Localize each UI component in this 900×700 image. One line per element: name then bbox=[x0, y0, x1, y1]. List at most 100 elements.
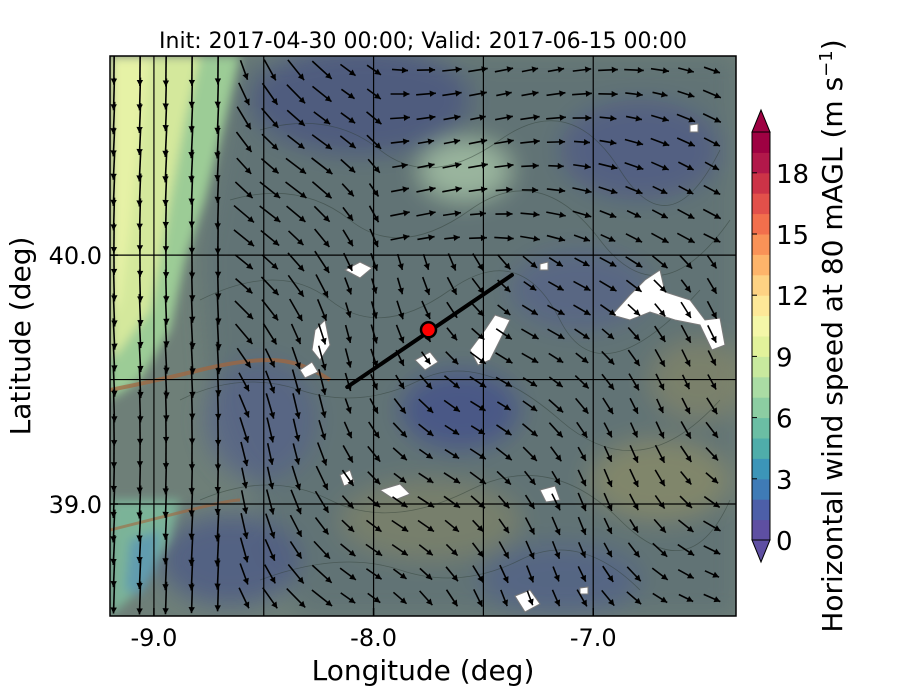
wind-arrow bbox=[654, 325, 666, 343]
wind-arrow bbox=[680, 279, 692, 293]
wind-arrow bbox=[420, 351, 432, 365]
wind-arrow bbox=[521, 328, 539, 340]
wind-arrow-head bbox=[451, 599, 458, 607]
wind-arrow bbox=[188, 487, 195, 517]
wind-arrow-head bbox=[320, 363, 327, 371]
wind-arrow-head bbox=[451, 357, 459, 365]
wind-arrow bbox=[598, 66, 618, 74]
wind-arrow bbox=[546, 90, 566, 97]
wind-arrow-head bbox=[189, 316, 196, 323]
wind-arrow bbox=[522, 400, 538, 412]
wind-arrow bbox=[496, 90, 512, 97]
wind-arrow bbox=[599, 139, 617, 146]
wind-arrow bbox=[523, 470, 537, 486]
wind-arrow bbox=[495, 210, 513, 218]
colorbar: 0 3 6 9 12 15 18 bbox=[751, 108, 809, 564]
wind-arrow bbox=[656, 398, 664, 414]
wind-arrow-head bbox=[713, 236, 721, 243]
wind-arrow bbox=[496, 424, 512, 436]
wind-arrow-head bbox=[585, 114, 592, 122]
wind-arrow-head bbox=[659, 526, 666, 533]
wind-arrow-head bbox=[632, 503, 639, 511]
wind-arrow-head bbox=[295, 530, 302, 537]
wind-arrow-head bbox=[531, 66, 539, 73]
wind-arrow-head bbox=[710, 382, 717, 390]
wind-arrow-head bbox=[246, 191, 253, 199]
wind-arrow bbox=[292, 418, 301, 442]
wind-arrow-head bbox=[429, 66, 436, 74]
wind-arrow bbox=[626, 566, 642, 582]
wind-arrow bbox=[655, 421, 665, 439]
wind-arrow-head bbox=[710, 261, 717, 269]
wind-arrow bbox=[390, 234, 410, 241]
wind-arrow-head bbox=[556, 260, 563, 267]
colorbar-tick-label-3: 9 bbox=[776, 343, 793, 373]
wind-arrow bbox=[445, 589, 459, 607]
wind-arrow bbox=[339, 135, 357, 149]
wind-arrow-head bbox=[528, 575, 535, 583]
wind-arrow-head bbox=[635, 236, 643, 243]
wind-arrow bbox=[391, 519, 409, 533]
wind-arrow bbox=[291, 465, 302, 491]
wind-arrow-head bbox=[401, 525, 409, 532]
wind-arrow-head bbox=[345, 336, 352, 343]
wind-arrow-head bbox=[581, 599, 587, 607]
wind-arrow bbox=[706, 277, 718, 295]
wind-arrow-head bbox=[476, 525, 484, 532]
wind-arrow bbox=[703, 66, 721, 74]
wind-arrow-head bbox=[402, 138, 410, 145]
wind-arrow bbox=[655, 373, 665, 391]
wind-arrow-head bbox=[450, 333, 458, 341]
wind-arrow bbox=[317, 345, 327, 371]
wind-arrow bbox=[546, 234, 566, 242]
wind-arrow-head bbox=[273, 191, 281, 198]
wind-arrow bbox=[650, 114, 670, 122]
wind-arrow bbox=[702, 113, 722, 123]
wind-arrow-head bbox=[658, 383, 665, 391]
wind-arrow bbox=[392, 162, 408, 169]
wind-arrow bbox=[552, 566, 560, 582]
wind-arrow-head bbox=[246, 262, 253, 270]
wind-arrow bbox=[574, 257, 590, 267]
wind-arrow bbox=[526, 590, 534, 606]
wind-arrow bbox=[546, 114, 566, 121]
wind-arrow-head bbox=[374, 573, 382, 580]
wind-arrow bbox=[314, 516, 330, 536]
wind-arrow-head bbox=[268, 482, 275, 490]
wind-arrow bbox=[233, 229, 255, 247]
wind-arrow bbox=[422, 253, 430, 271]
wind-arrow bbox=[290, 489, 302, 515]
wind-arrow bbox=[679, 445, 693, 463]
wind-arrow bbox=[390, 186, 410, 193]
wind-arrow-head bbox=[684, 407, 691, 414]
wind-arrow bbox=[601, 373, 615, 391]
wind-arrow-head bbox=[403, 90, 410, 98]
colorbar-label: Horizontal wind speed at 80 mAGL (m s−1) bbox=[816, 39, 849, 632]
colorbar-segment bbox=[752, 336, 770, 357]
wind-arrow-head bbox=[504, 429, 512, 436]
wind-arrow bbox=[241, 467, 249, 489]
wind-arrow-head bbox=[294, 434, 301, 442]
wind-arrow-head bbox=[246, 337, 253, 345]
wind-arrow bbox=[704, 570, 720, 578]
wind-arrow bbox=[111, 344, 118, 372]
colorbar-label-text: Horizontal wind speed at 80 mAGL (m s bbox=[816, 77, 849, 633]
wind-arrow bbox=[263, 59, 277, 81]
wind-arrow bbox=[706, 300, 718, 320]
wind-arrow bbox=[417, 162, 435, 169]
wind-arrow bbox=[680, 324, 692, 344]
wind-arrow-head bbox=[429, 114, 436, 121]
wind-arrow bbox=[548, 352, 564, 364]
wind-arrow-head bbox=[713, 596, 721, 603]
wind-arrow-head bbox=[527, 598, 534, 606]
wind-arrow bbox=[341, 469, 355, 487]
wind-arrow bbox=[261, 133, 279, 151]
wind-arrow bbox=[495, 186, 513, 194]
wind-arrow bbox=[651, 567, 669, 581]
wind-arrow bbox=[343, 252, 353, 272]
wind-arrow-head bbox=[298, 96, 306, 104]
wind-arrow bbox=[497, 304, 511, 316]
wind-arrow bbox=[259, 205, 281, 223]
wind-arrow bbox=[339, 567, 357, 581]
wind-arrow bbox=[575, 352, 589, 364]
